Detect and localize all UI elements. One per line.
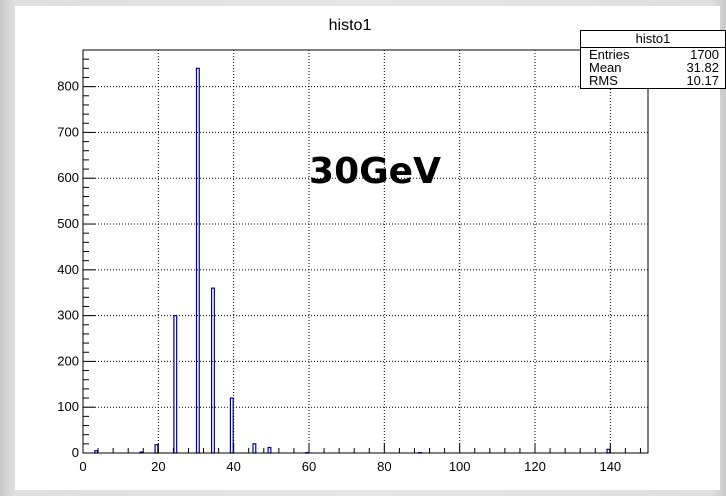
y-tick-label: 0 <box>72 445 79 460</box>
stats-value: 10.17 <box>686 73 719 88</box>
y-tick-label: 800 <box>57 79 79 94</box>
histogram-bin <box>229 397 234 454</box>
y-tick-label: 700 <box>57 124 79 139</box>
axes: 0 20 40 60 80 100 120 140 0 100 200 300 400 500 600 700… <box>57 49 641 474</box>
histogram-bin <box>173 315 178 454</box>
energy-annotation: 30GeV <box>309 151 441 192</box>
grid <box>83 50 648 453</box>
histogram-plot: histo1 0 20 40 60 80 100 120 140 0 100 200 300 400 50… <box>57 17 649 474</box>
chart-title: histo1 <box>329 17 372 34</box>
histogram-canvas: histo1 0 20 40 60 80 100 120 140 0 100 200 300 400 50… <box>15 6 726 490</box>
histogram-bin <box>210 287 215 454</box>
y-tick-label: 100 <box>57 399 79 414</box>
x-tick-label: 120 <box>524 459 546 474</box>
x-tick-label: 60 <box>302 459 316 474</box>
stats-value: 1700 <box>690 47 719 62</box>
x-tick-label: 140 <box>599 459 621 474</box>
x-tick-label: 40 <box>226 459 240 474</box>
stats-label: RMS <box>589 73 618 88</box>
y-tick-label: 300 <box>57 308 79 323</box>
x-tick-label: 80 <box>377 459 391 474</box>
histogram-bars <box>94 67 611 454</box>
x-tick-label: 100 <box>449 459 471 474</box>
y-tick-label: 400 <box>57 262 79 277</box>
histogram-bin <box>606 448 611 454</box>
y-tick-label: 200 <box>57 353 79 368</box>
stats-label: Entries <box>589 47 630 62</box>
stats-title: histo1 <box>581 31 725 48</box>
plot-frame <box>82 49 649 454</box>
stats-label: Mean <box>589 60 622 75</box>
histogram-bin <box>267 446 272 454</box>
stats-row-rms: RMS 10.17 <box>581 74 725 87</box>
histogram-bin <box>252 443 257 454</box>
y-tick-label: 500 <box>57 216 79 231</box>
histogram-bin <box>195 67 200 454</box>
stats-value: 31.82 <box>686 60 719 75</box>
x-tick-label: 20 <box>151 459 165 474</box>
y-tick-label: 600 <box>57 170 79 185</box>
stats-row-entries: Entries 1700 <box>581 48 725 61</box>
histogram-bin <box>154 444 159 454</box>
stats-row-mean: Mean 31.82 <box>581 61 725 74</box>
stats-box: histo1 Entries 1700 Mean 31.82 RMS 10.17 <box>580 30 726 89</box>
x-tick-label: 0 <box>79 459 86 474</box>
